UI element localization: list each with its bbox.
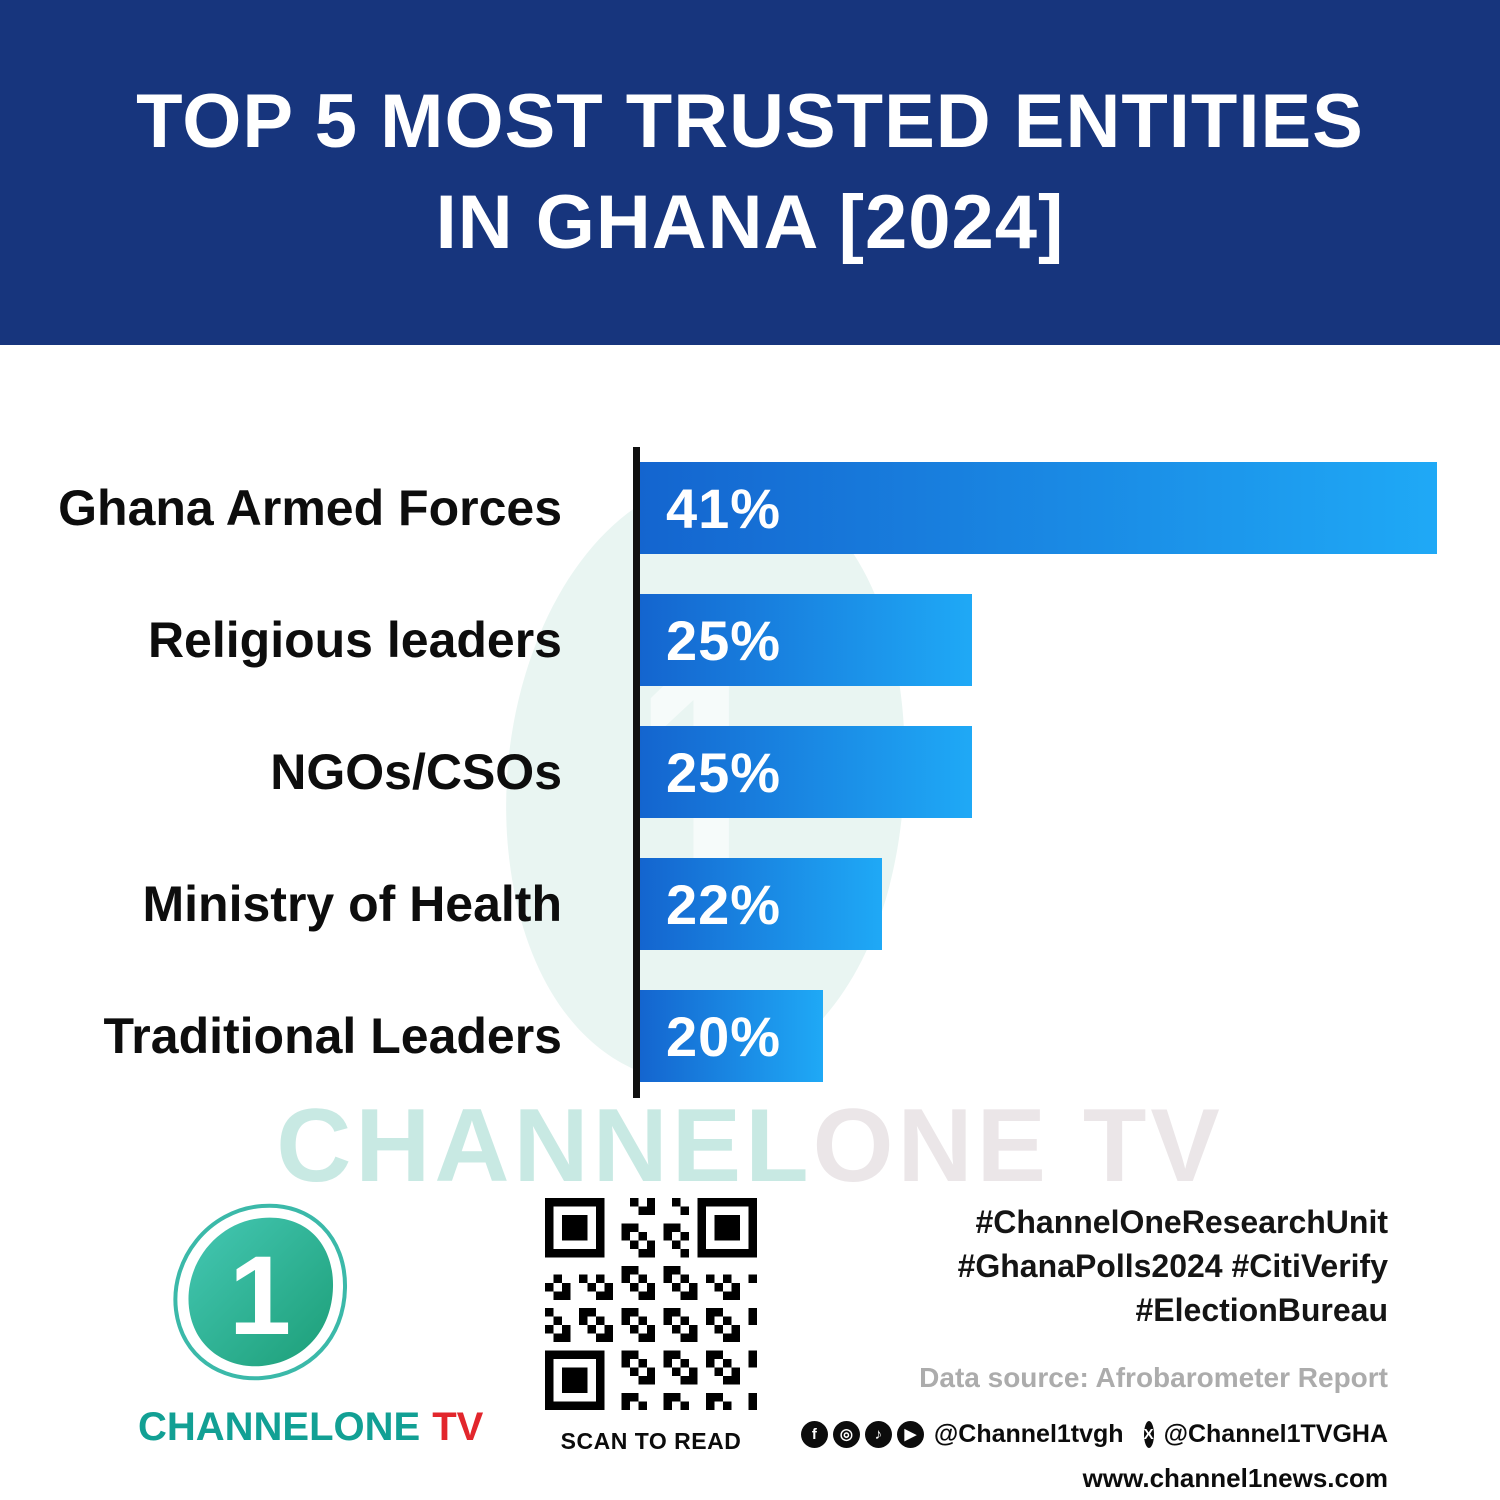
social-handle-x: @Channel1TVGHA	[1163, 1420, 1388, 1449]
bar-label: Traditional Leaders	[103, 1008, 562, 1064]
bar-track: 25%	[640, 594, 1437, 686]
bar-chart: Ghana Armed Forces 41% Religious leaders…	[0, 447, 1500, 1098]
social-icon-group: f ◎ ♪ ▶	[800, 1421, 924, 1449]
bar-label: Religious leaders	[147, 612, 562, 668]
watermark-part-1: CHANNEL	[276, 1088, 813, 1204]
data-source-note: Data source: Afrobarometer Report	[919, 1362, 1388, 1394]
youtube-icon: ▶	[896, 1421, 924, 1449]
channel-one-watermark: CHANNELONE TV	[0, 1094, 1500, 1198]
channel-one-wordmark: CHANNELONE TV	[138, 1405, 498, 1450]
bar: 22%	[640, 858, 883, 950]
hashtag-line-3: #ElectionBureau	[1135, 1292, 1388, 1329]
social-handle-primary: @Channel1tvgh	[933, 1420, 1124, 1449]
bar-label: NGOs/CSOs	[270, 744, 562, 800]
bar-row-ghana-armed-forces: Ghana Armed Forces 41%	[0, 462, 1500, 554]
bar-track: 20%	[640, 990, 1437, 1082]
bar-value: 22%	[666, 872, 782, 936]
website-url: www.channel1news.com	[1082, 1463, 1388, 1494]
social-row: f ◎ ♪ ▶ @Channel1tvgh X @Channel1TVGHA	[800, 1420, 1388, 1449]
wordmark-channelone: CHANNELONE	[138, 1405, 421, 1449]
bar-row-religious-leaders: Religious leaders 25%	[0, 594, 1500, 686]
bar-value: 25%	[666, 740, 782, 804]
x-icon: X	[1143, 1421, 1154, 1449]
bar-track: 25%	[640, 726, 1437, 818]
header-banner: TOP 5 MOST TRUSTED ENTITIES IN GHANA [20…	[0, 0, 1500, 345]
hashtag-line-2: #GhanaPolls2024 #CitiVerify	[957, 1248, 1388, 1285]
bar: 25%	[640, 594, 972, 686]
channel-one-logo-icon: 1	[173, 1203, 348, 1381]
bar-value: 20%	[666, 1004, 782, 1068]
page-title-line-2: IN GHANA [2024]	[435, 179, 1065, 265]
bar-row-traditional-leaders: Traditional Leaders 20%	[0, 990, 1500, 1082]
bar-value: 41%	[666, 476, 782, 540]
bar: 25%	[640, 726, 972, 818]
logo-numeral-one: 1	[229, 1233, 291, 1358]
instagram-icon: ◎	[832, 1421, 860, 1449]
facebook-icon: f	[800, 1421, 828, 1449]
y-axis-line	[633, 447, 640, 1098]
tiktok-icon: ♪	[864, 1421, 892, 1449]
bar-track: 22%	[640, 858, 1437, 950]
bar-label: Ministry of Health	[142, 876, 562, 932]
qr-code	[545, 1198, 757, 1410]
footer-right-block: #ChannelOneResearchUnit #GhanaPolls2024 …	[800, 1200, 1388, 1494]
bar-label: Ghana Armed Forces	[58, 480, 562, 536]
page-title-line-1: TOP 5 MOST TRUSTED ENTITIES	[136, 79, 1364, 165]
qr-caption: SCAN TO READ	[560, 1428, 742, 1454]
wordmark-tv: TV	[432, 1405, 484, 1449]
bar-value: 25%	[666, 608, 782, 672]
bar: 20%	[640, 990, 823, 1082]
bar-row-ngos-csos: NGOs/CSOs 25%	[0, 726, 1500, 818]
hashtags: #ChannelOneResearchUnit #GhanaPolls2024 …	[828, 1200, 1388, 1332]
bar: 41%	[640, 462, 1437, 554]
hashtag-line-1: #ChannelOneResearchUnit	[975, 1204, 1388, 1240]
watermark-part-2: ONE TV	[812, 1088, 1224, 1204]
bar-row-ministry-of-health: Ministry of Health 22%	[0, 858, 1500, 950]
bar-track: 41%	[640, 462, 1437, 554]
